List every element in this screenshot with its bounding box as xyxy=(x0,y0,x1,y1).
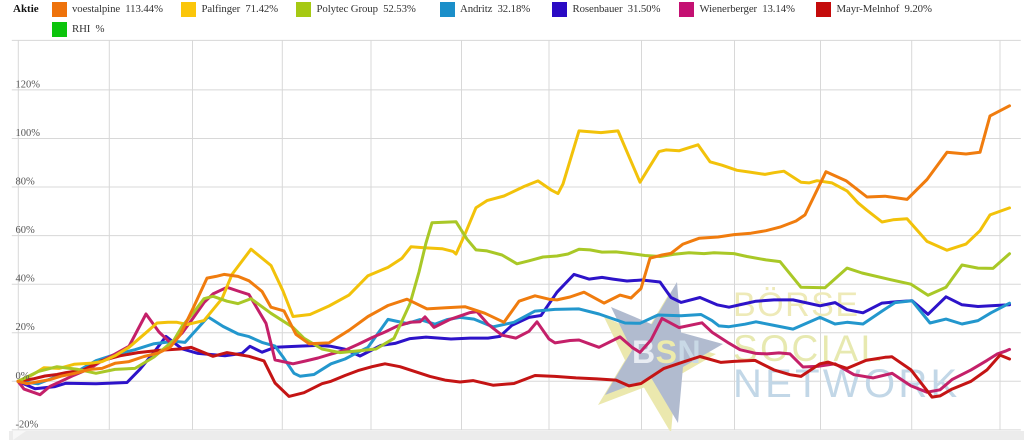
svg-text:120%: 120% xyxy=(16,79,41,90)
svg-text:-20%: -20% xyxy=(16,419,39,430)
svg-text:60%: 60% xyxy=(16,225,36,236)
svg-text:100%: 100% xyxy=(16,128,41,139)
svg-text:20%: 20% xyxy=(16,322,36,333)
svg-text:0%: 0% xyxy=(16,371,30,382)
svg-text:40%: 40% xyxy=(16,274,36,285)
svg-text:80%: 80% xyxy=(16,177,36,188)
